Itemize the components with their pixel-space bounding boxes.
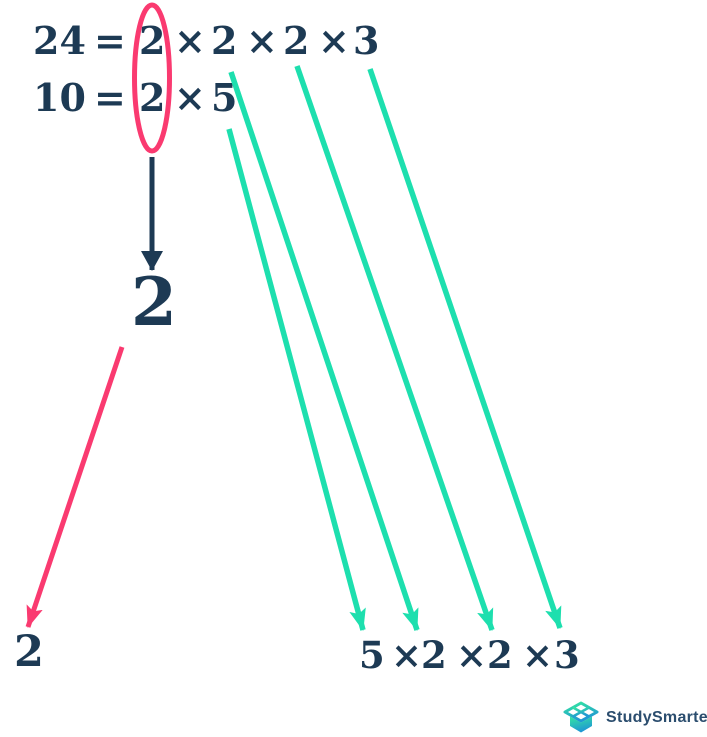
result-times2: × <box>456 633 488 677</box>
eq24-times1: × <box>174 18 206 63</box>
eq24-equals: = <box>94 18 126 63</box>
eq24-times2: × <box>246 18 278 63</box>
result-factor3: 2 <box>487 633 513 677</box>
studysmarter-box-icon <box>563 701 599 732</box>
eq24-factor2: 2 <box>211 18 238 63</box>
studysmarter-logo: StudySmarter <box>563 699 707 736</box>
common-factor-value: 2 <box>131 263 177 341</box>
result-factor4: 3 <box>554 633 580 677</box>
green-arrow-factor-5 <box>226 128 366 631</box>
result-times3: × <box>522 633 554 677</box>
eq10-equals: = <box>94 75 126 120</box>
pink-arrow-to-result-left <box>25 346 125 628</box>
eq24-times3: × <box>318 18 350 63</box>
result-times1: × <box>391 633 423 677</box>
eq24-factor3: 2 <box>283 18 310 63</box>
green-arrow-factor-2a <box>228 71 420 631</box>
result-factor2: 2 <box>421 633 447 677</box>
studysmarter-logo-text: StudySmarter <box>606 708 707 726</box>
eq10-times1: × <box>174 75 206 120</box>
eq10-factor1-circled: 2 <box>139 75 166 120</box>
eq24-factor4: 3 <box>353 18 380 63</box>
eq10-factor2: 5 <box>211 75 238 120</box>
eq10-lhs: 10 <box>33 75 86 120</box>
green-arrow-factor-2b <box>294 65 495 631</box>
green-arrow-factor-3 <box>367 68 563 629</box>
eq24-factor1-circled: 2 <box>139 18 166 63</box>
result-factor1: 5 <box>359 633 385 677</box>
result-left-value: 2 <box>14 627 44 677</box>
eq24-lhs: 24 <box>33 18 86 63</box>
